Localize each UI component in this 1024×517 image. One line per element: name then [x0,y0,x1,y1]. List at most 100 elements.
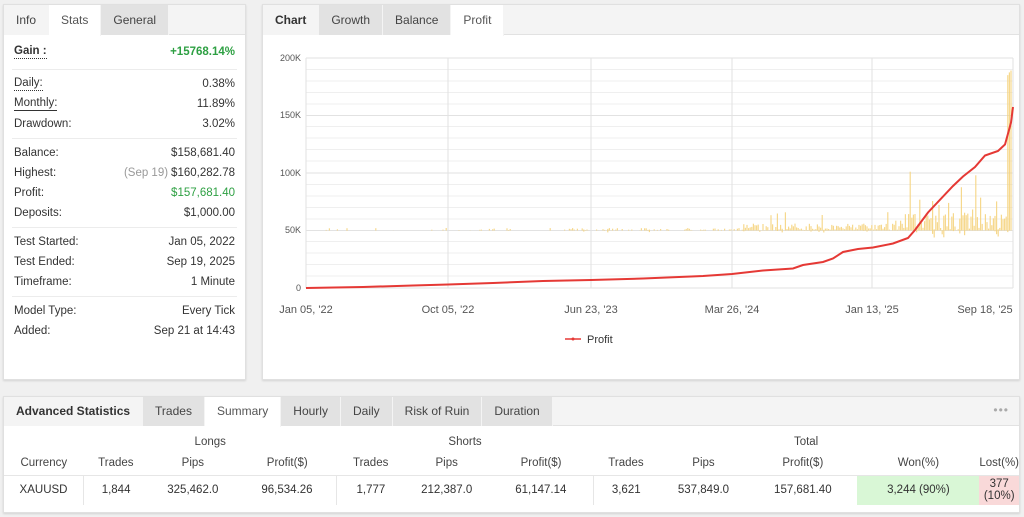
added-row: Added: Sep 21 at 14:43 [12,321,237,341]
gain-row: Gain : +15768.14% [12,39,237,65]
profit-line [305,106,1014,289]
added-value: Sep 21 at 14:43 [153,325,235,337]
chart-panel: Chart Growth Balance Profit [262,4,1020,380]
deposits-label: Deposits: [14,207,62,219]
cell-long-pips: 325,462.0 [148,474,238,505]
balance-label: Balance: [14,147,59,159]
cell-won: 3,244 (90%) [857,474,980,505]
cell-lost: 377 (10%) [979,474,1019,505]
group-header-row: Longs Shorts Total [4,426,1019,452]
col-long-trades: Trades [98,457,134,470]
model-type-label: Model Type: [14,305,77,317]
col-total-trades: Trades [608,457,644,470]
cell-short-pips: 212,387.0 [404,474,489,505]
more-options-icon[interactable]: ••• [993,403,1009,417]
added-label: Added: [14,325,51,337]
profit-chart[interactable]: 200K 150K 100K 50K 0 Jan 05, '22 Oct 05,… [263,36,1019,380]
test-ended-label: Test Ended: [14,256,75,268]
col-lost: Lost(%) [979,457,1019,470]
svg-text:Jun 23, '23: Jun 23, '23 [564,304,617,316]
svg-text:Oct 05, '22: Oct 05, '22 [422,304,475,316]
summary-table: Longs Shorts Total Currency Trades Pips … [4,426,1019,505]
col-long-pips: Pips [181,457,205,470]
tab-hourly[interactable]: Hourly [281,397,341,426]
tab-stats[interactable]: Stats [49,5,102,36]
gain-value: +15768.14% [170,46,235,58]
highest-value-wrap: (Sep 19) $160,282.78 [124,167,235,179]
svg-text:Jan 05, '22: Jan 05, '22 [279,304,332,316]
stats-panel: Info Stats General Gain : +15768.14% Dai… [3,4,246,380]
model-group: Model Type: Every Tick Added: Sep 21 at … [12,297,237,345]
cell-short-trades: 1,777 [336,474,405,505]
tab-summary[interactable]: Summary [204,397,282,427]
daily-label[interactable]: Daily: [14,77,43,91]
group-total: Total [793,436,819,448]
chart-title-tab: Chart [263,5,320,35]
test-started-row: Test Started: Jan 05, 2022 [12,232,237,252]
tab-growth[interactable]: Growth [319,5,384,35]
x-axis-labels: Jan 05, '22 Oct 05, '22 Jun 23, '23 Mar … [279,304,1012,316]
daily-value: 0.38% [202,78,235,90]
tab-trades[interactable]: Trades [143,397,205,426]
cell-short-profit: 61,147.14 [488,474,594,505]
stats-tabbar: Info Stats General [4,5,245,36]
table-row: XAUUSD 1,844 325,462.0 96,534.26 1,777 2… [4,474,1019,505]
profit-row: Profit: $157,681.40 [12,183,237,203]
svg-text:Mar 26, '24: Mar 26, '24 [705,304,760,316]
gain-label[interactable]: Gain : [14,45,47,59]
col-long-profit: Profit($) [266,457,308,470]
tab-profit[interactable]: Profit [451,5,505,36]
svg-text:Sep 18, '25: Sep 18, '25 [957,304,1012,316]
cell-long-profit: 96,534.26 [237,474,337,505]
drawdown-label: Drawdown: [14,118,72,130]
timeframe-label: Timeframe: [14,276,72,288]
test-started-label: Test Started: [14,236,79,248]
highest-date: (Sep 19) [123,167,169,179]
svg-text:200K: 200K [280,53,301,63]
test-group: Test Started: Jan 05, 2022 Test Ended: S… [12,228,237,297]
monthly-value: 11.89% [196,98,235,110]
highest-row: Highest: (Sep 19) $160,282.78 [12,163,237,183]
timeframe-value: 1 Minute [190,276,235,288]
monthly-label[interactable]: Monthly: [14,97,58,111]
gain-group: Gain : +15768.14% [12,35,237,70]
tab-balance[interactable]: Balance [383,5,452,35]
y-axis-labels: 200K 150K 100K 50K 0 [280,53,301,293]
svg-text:50K: 50K [285,225,301,235]
col-total-pips: Pips [692,457,715,470]
tab-duration[interactable]: Duration [482,397,553,426]
model-type-row: Model Type: Every Tick [12,301,237,321]
daily-row: Daily: 0.38% [12,74,237,94]
drawdown-row: Drawdown: 3.02% [12,114,237,134]
svg-text:150K: 150K [280,110,301,120]
highest-value: $160,282.78 [171,167,235,179]
advanced-statistics-panel: Advanced Statistics Trades Summary Hourl… [3,396,1020,513]
tab-daily[interactable]: Daily [340,397,393,426]
balance-value: $158,681.40 [171,147,235,159]
advanced-statistics-title: Advanced Statistics [4,397,144,426]
balance-row: Balance: $158,681.40 [12,143,237,163]
returns-group: Daily: 0.38% Monthly: 11.89% Drawdown: 3… [12,70,237,139]
tab-risk-of-ruin[interactable]: Risk of Ruin [392,397,483,426]
timeframe-row: Timeframe: 1 Minute [12,272,237,292]
chart-legend[interactable]: Profit [565,334,613,346]
legend-label: Profit [587,334,613,346]
legend-marker-icon [571,337,575,341]
column-header-row: Currency Trades Pips Profit($) Trades Pi… [4,452,1019,475]
col-currency: Currency [20,457,68,470]
profit-label: Profit: [14,187,45,199]
chart-tabbar: Chart Growth Balance Profit [263,5,1019,36]
col-short-pips: Pips [435,457,458,470]
chart-major-gridlines [305,57,1014,289]
col-won: Won(%) [897,457,940,470]
tab-info[interactable]: Info [4,5,50,35]
col-short-trades: Trades [352,457,389,470]
group-shorts: Shorts [448,436,482,448]
tab-general[interactable]: General [101,5,170,35]
model-type-value: Every Tick [181,305,235,317]
drawdown-value: 3.02% [202,118,235,130]
col-short-profit: Profit($) [520,457,562,470]
group-longs: Longs [194,436,226,448]
deposits-value: $1,000.00 [183,207,235,219]
test-started-value: Jan 05, 2022 [168,236,235,248]
